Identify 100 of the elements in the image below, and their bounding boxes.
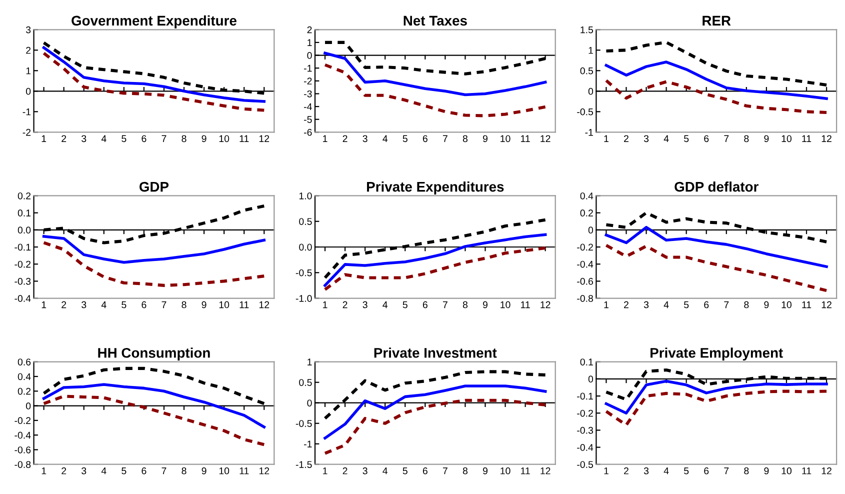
- y-tick-label: 0: [26, 402, 31, 410]
- x-tick-label: 1: [42, 467, 46, 474]
- y-tick-label: 1: [308, 358, 312, 366]
- y-tick-label: 0.5: [580, 67, 594, 74]
- x-tick-label: 1: [323, 467, 328, 474]
- x-tick-label: 9: [764, 135, 769, 142]
- line-series: [42, 46, 266, 103]
- x-tick-label: 9: [483, 467, 488, 474]
- y-tick-label: -0.4: [14, 432, 31, 439]
- x-tick-label: 4: [664, 301, 669, 308]
- x-tick-label: 11: [240, 467, 249, 474]
- line-series: [604, 226, 828, 268]
- y-tick-label: 2: [26, 46, 31, 54]
- y-tick-label: -0.5: [577, 108, 594, 116]
- y-tick-label: 0.6: [18, 358, 31, 366]
- y-tick-label: 0: [307, 400, 312, 406]
- y-tick-label: -0.3: [14, 278, 31, 285]
- y-tick-label: 0.4: [18, 373, 31, 380]
- x-tick-label: 5: [122, 467, 126, 474]
- y-tick-label: -0.6: [14, 446, 31, 454]
- x-tick-label: 10: [219, 467, 230, 474]
- y-tick-label: 0: [307, 52, 312, 59]
- x-tick-label: 4: [101, 135, 106, 142]
- y-tick-label: -4: [304, 103, 312, 110]
- y-tick-label: -0.2: [577, 410, 593, 417]
- x-tick-label: 7: [724, 135, 729, 142]
- x-tick-label: 12: [540, 301, 550, 308]
- chart-title: Government Expenditure: [72, 15, 236, 28]
- y-tick-label: 0: [588, 226, 594, 234]
- y-tick-label: -0.5: [296, 269, 312, 276]
- line-series: [323, 398, 547, 455]
- chart-title: Net Taxes: [404, 16, 467, 26]
- y-tick-label: 0.0: [18, 226, 31, 234]
- line-series: [324, 384, 547, 440]
- x-tick-label: 7: [162, 467, 166, 474]
- x-tick-label: 5: [402, 301, 408, 308]
- x-tick-label: 4: [382, 301, 388, 308]
- x-tick-label: 4: [101, 467, 106, 474]
- x-tick-label: 3: [362, 467, 368, 474]
- y-tick-label: 0: [26, 88, 31, 95]
- x-tick-label: 11: [240, 301, 249, 308]
- y-tick-label: -1: [304, 64, 312, 72]
- x-tick-label: 11: [520, 301, 530, 308]
- chart-title: Private Expenditures: [367, 182, 504, 194]
- x-tick-label: 2: [342, 135, 348, 142]
- x-tick-label: 8: [182, 301, 186, 308]
- x-tick-label: 7: [162, 135, 166, 142]
- x-tick-label: 7: [724, 467, 729, 474]
- x-tick-label: 10: [500, 467, 510, 474]
- x-tick-label: 1: [604, 467, 608, 474]
- x-tick-label: 10: [782, 467, 792, 474]
- x-tick-label: 7: [442, 467, 448, 474]
- y-tick-label: -0.8: [14, 461, 31, 468]
- x-tick-label: 5: [684, 135, 689, 142]
- x-tick-label: 2: [624, 301, 628, 308]
- y-tick-label: 0: [588, 376, 594, 383]
- x-tick-label: 5: [402, 467, 408, 474]
- y-tick-label: 0.2: [580, 210, 593, 216]
- y-tick-label: 1: [26, 67, 31, 74]
- x-tick-label: 6: [142, 467, 146, 474]
- x-tick-label: 3: [362, 301, 368, 308]
- x-tick-label: 10: [782, 301, 792, 308]
- y-tick-label: -6: [304, 128, 312, 136]
- y-tick-label: 1.0: [299, 192, 312, 200]
- x-tick-label: 8: [462, 135, 468, 142]
- x-tick-label: 6: [422, 467, 428, 474]
- y-tick-label: 0.5: [299, 379, 312, 386]
- chart-title: HH Consumption: [98, 348, 210, 361]
- x-tick-label: 12: [259, 135, 270, 142]
- x-tick-label: 3: [82, 301, 86, 308]
- x-tick-label: 11: [802, 135, 812, 142]
- y-tick-label: 3: [26, 26, 31, 34]
- x-tick-label: 3: [644, 301, 649, 308]
- x-tick-label: 3: [644, 467, 649, 474]
- x-tick-label: 1: [42, 301, 46, 308]
- y-tick-label: 0.2: [18, 388, 31, 395]
- x-tick-label: 12: [259, 301, 270, 308]
- line-series: [604, 78, 828, 114]
- x-tick-label: 12: [540, 135, 550, 142]
- y-tick-label: -0.1: [577, 392, 593, 400]
- x-tick-label: 2: [62, 135, 66, 142]
- chart-title: GDP deflator: [674, 182, 758, 192]
- x-tick-label: 12: [259, 467, 270, 474]
- x-tick-label: 2: [342, 301, 348, 308]
- x-tick-label: 6: [704, 135, 709, 142]
- x-tick-label: 2: [624, 135, 628, 142]
- y-tick-label: -0.4: [577, 260, 594, 268]
- x-tick-label: 6: [422, 135, 428, 142]
- x-tick-label: 2: [342, 467, 348, 474]
- y-tick-label: 0.1: [18, 210, 31, 216]
- x-tick-label: 4: [664, 467, 669, 474]
- x-tick-label: 3: [82, 135, 86, 142]
- x-tick-label: 10: [500, 301, 510, 308]
- x-tick-label: 7: [442, 135, 448, 142]
- y-tick-label: -3: [304, 90, 312, 98]
- x-tick-label: 7: [724, 301, 729, 308]
- x-tick-label: 2: [62, 467, 66, 474]
- line-series: [42, 394, 266, 446]
- y-tick-label: 0.0: [299, 244, 312, 251]
- y-tick-label: 0: [588, 88, 594, 95]
